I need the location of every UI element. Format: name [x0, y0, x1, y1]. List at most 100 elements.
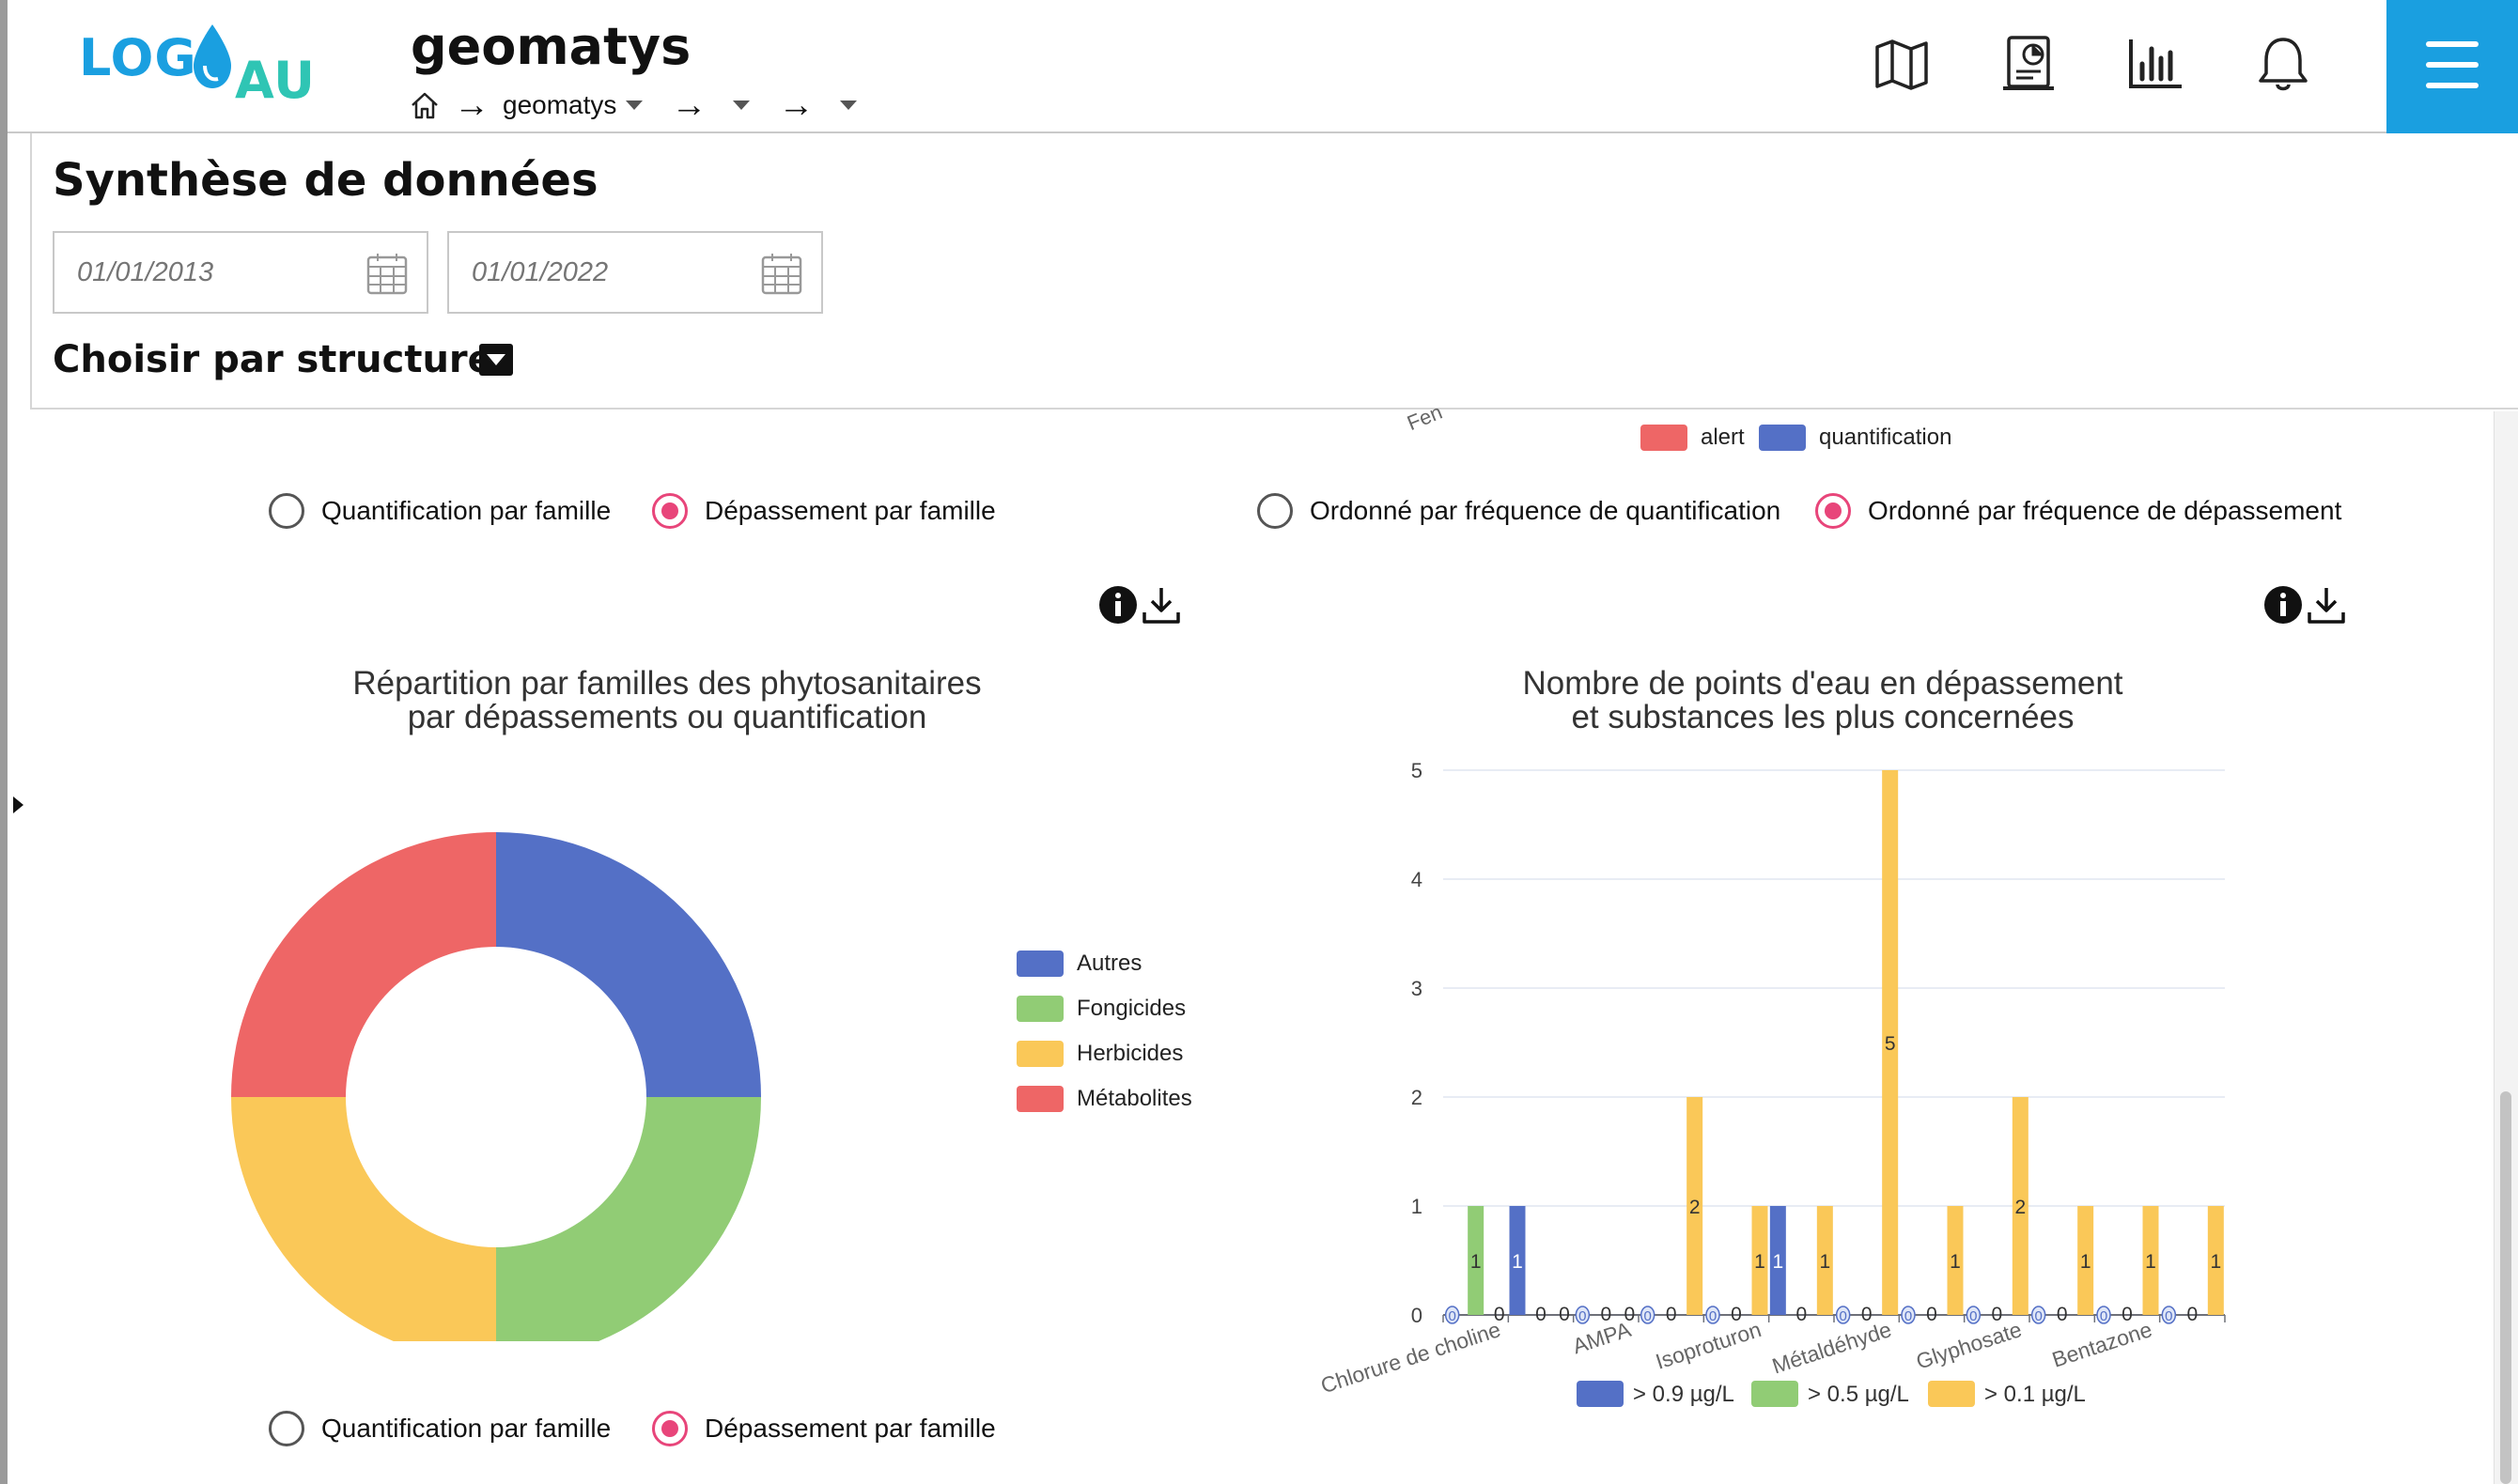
radio-circle[interactable]: [652, 493, 688, 529]
bar-value-label: 1: [1754, 1251, 1765, 1273]
legend-item-alert[interactable]: alert: [1640, 425, 1745, 451]
breadcrumb-arrow-icon: →: [778, 85, 815, 125]
bar[interactable]: [1686, 1097, 1703, 1315]
legend-swatch: [1017, 951, 1064, 977]
radio-circle[interactable]: [652, 1411, 688, 1446]
bar[interactable]: [1816, 1206, 1833, 1315]
breadcrumb-org[interactable]: geomatys: [503, 90, 617, 119]
legend-label: Autres: [1077, 951, 1142, 976]
bar[interactable]: [1751, 1206, 1768, 1315]
bar[interactable]: [1509, 1206, 1526, 1315]
info-icon[interactable]: [2262, 584, 2304, 626]
bar-value-label: 1: [2210, 1251, 2221, 1273]
radio-label: Quantification par famille: [321, 496, 612, 525]
radio-ordre-quantification[interactable]: Ordonné par fréquence de quantification: [1257, 493, 1780, 529]
logo-text-2: AU: [235, 51, 316, 110]
radio-label: Ordonné par fréquence de dépassement: [1868, 496, 2342, 525]
bar[interactable]: [1882, 770, 1899, 1315]
donut-legend-item[interactable]: Fongicides: [1017, 996, 1186, 1022]
bar-value-label: 1: [1819, 1251, 1830, 1273]
donut-legend-item[interactable]: Métabolites: [1017, 1086, 1192, 1112]
bar[interactable]: [1947, 1206, 1964, 1315]
sidebar-expand-icon[interactable]: [13, 796, 23, 813]
bar-legend-item[interactable]: > 0.5 µg/L: [1751, 1381, 1909, 1407]
bar-value-label: 0: [1643, 1308, 1651, 1324]
bar-value-label: 5: [1885, 1033, 1896, 1055]
donut-chart-title: Répartition par familles des phytosanita…: [254, 667, 1080, 734]
bar-value-label: 1: [1470, 1251, 1482, 1273]
start-date-field[interactable]: [53, 231, 428, 314]
radio-circle[interactable]: [269, 493, 304, 529]
structure-selector-label[interactable]: Choisir par structure: [53, 338, 493, 381]
menu-button[interactable]: [2386, 0, 2518, 133]
radio-quantification-par-famille[interactable]: Quantification par famille: [269, 493, 611, 529]
bar[interactable]: [2207, 1206, 2224, 1315]
end-date-field[interactable]: [447, 231, 823, 314]
breadcrumb-level2-dropdown-icon[interactable]: [733, 100, 751, 110]
x-tick-label: Chlorure de choline: [1317, 1317, 1503, 1398]
legend-label: Herbicides: [1077, 1041, 1184, 1066]
radio-circle[interactable]: [1815, 493, 1851, 529]
bar-value-label: 1: [2080, 1251, 2091, 1273]
bell-icon[interactable]: [2253, 34, 2313, 94]
menu-icon-line: [2426, 83, 2479, 88]
bar[interactable]: [2142, 1206, 2159, 1315]
bar-value-label: 0: [1559, 1304, 1570, 1325]
bar[interactable]: [1769, 1206, 1786, 1315]
bar-value-label: 0: [1535, 1304, 1547, 1325]
report-icon[interactable]: [1999, 34, 2059, 94]
download-icon[interactable]: [2306, 584, 2347, 626]
radio-label: Dépassement par famille: [705, 496, 996, 525]
logo[interactable]: LOG AU: [79, 23, 361, 113]
bar-value-label: 0: [1666, 1304, 1677, 1325]
donut-legend-item[interactable]: Herbicides: [1017, 1041, 1183, 1067]
calendar-icon[interactable]: [761, 252, 802, 295]
legend-swatch: [1577, 1381, 1624, 1407]
info-icon[interactable]: [1097, 584, 1139, 626]
map-icon[interactable]: [1872, 34, 1932, 94]
radio-circle[interactable]: [1257, 493, 1293, 529]
donut-slice-autres[interactable]: [496, 832, 761, 1097]
radio-quantification-par-famille-2[interactable]: Quantification par famille: [269, 1411, 611, 1446]
organization-title: geomatys: [411, 17, 692, 76]
bar-legend-item[interactable]: > 0.9 µg/L: [1577, 1381, 1734, 1407]
bar-value-label: 0: [1839, 1308, 1846, 1324]
home-icon[interactable]: [409, 89, 441, 121]
bar[interactable]: [2077, 1206, 2094, 1315]
bar-value-label: 0: [1795, 1304, 1807, 1325]
radio-depassement-par-famille[interactable]: Dépassement par famille: [652, 493, 996, 529]
radio-circle[interactable]: [269, 1411, 304, 1446]
menu-icon: [2426, 41, 2479, 47]
download-icon[interactable]: [1141, 584, 1182, 626]
start-date-input[interactable]: [77, 254, 359, 291]
bar[interactable]: [2012, 1097, 2028, 1315]
breadcrumb-level3-dropdown-icon[interactable]: [840, 100, 858, 110]
legend-item-quantification[interactable]: quantification: [1759, 425, 1951, 451]
x-tick-label: Métaldéhyde: [1769, 1317, 1894, 1378]
legend-swatch: [1759, 425, 1806, 451]
bar-chart-title-line2: et substances les plus concernées: [1571, 699, 2075, 735]
bar-chart-icon[interactable]: [2125, 34, 2185, 94]
legend-swatch: [1640, 425, 1687, 451]
vertical-scrollbar[interactable]: [2494, 411, 2518, 1484]
calendar-icon[interactable]: [366, 252, 408, 295]
radio-ordre-depassement[interactable]: Ordonné par fréquence de dépassement: [1815, 493, 2341, 529]
end-date-input[interactable]: [472, 254, 754, 291]
bar-value-label: 0: [1969, 1308, 1977, 1324]
donut-slice-métabolites[interactable]: [231, 832, 496, 1097]
scrollbar-thumb[interactable]: [2500, 1091, 2511, 1484]
donut-chart[interactable]: [201, 759, 784, 1341]
bar-value-label: 2: [2014, 1197, 2026, 1218]
donut-slice-fongicides[interactable]: [496, 1097, 761, 1341]
breadcrumb-org-dropdown-icon[interactable]: [626, 100, 644, 110]
zero-value-marker: [1705, 1306, 1720, 1324]
caret-down-icon[interactable]: [479, 344, 513, 376]
bar-legend-item[interactable]: > 0.1 µg/L: [1928, 1381, 2086, 1407]
radio-depassement-par-famille-2[interactable]: Dépassement par famille: [652, 1411, 996, 1446]
y-tick-label: 5: [1411, 759, 1422, 782]
donut-slice-herbicides[interactable]: [231, 1097, 496, 1341]
bar[interactable]: [1468, 1206, 1484, 1315]
y-tick-label: 4: [1411, 868, 1422, 891]
donut-legend-item[interactable]: Autres: [1017, 951, 1142, 977]
